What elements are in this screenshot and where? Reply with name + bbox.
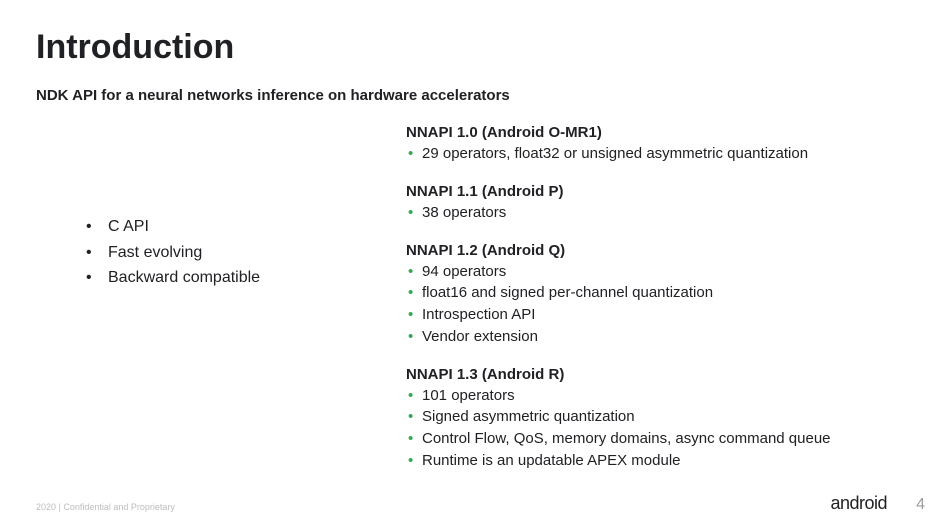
version-heading: NNAPI 1.1 (Android P) <box>406 183 911 200</box>
footer-confidential: 2020 | Confidential and Proprietary <box>36 502 175 512</box>
list-item: 101 operators <box>406 385 911 407</box>
feature-list: 38 operators <box>406 202 911 224</box>
list-item: 38 operators <box>406 202 911 224</box>
version-block: NNAPI 1.3 (Android R) 101 operators Sign… <box>406 366 911 472</box>
version-heading: NNAPI 1.2 (Android Q) <box>406 242 911 259</box>
list-item: 29 operators, float32 or unsigned asymme… <box>406 143 911 165</box>
version-heading: NNAPI 1.3 (Android R) <box>406 366 911 383</box>
list-item: Backward compatible <box>86 265 406 291</box>
feature-list: 101 operators Signed asymmetric quantiza… <box>406 385 911 472</box>
slide-title: Introduction <box>36 28 911 67</box>
list-item: float16 and signed per-channel quantizat… <box>406 282 911 304</box>
version-heading: NNAPI 1.0 (Android O-MR1) <box>406 124 911 141</box>
list-item: 94 operators <box>406 261 911 283</box>
version-block: NNAPI 1.2 (Android Q) 94 operators float… <box>406 242 911 348</box>
feature-list: 94 operators float16 and signed per-chan… <box>406 261 911 348</box>
right-column: NNAPI 1.0 (Android O-MR1) 29 operators, … <box>406 124 911 490</box>
list-item: Fast evolving <box>86 240 406 266</box>
page-number: 4 <box>916 496 925 514</box>
feature-list: 29 operators, float32 or unsigned asymme… <box>406 143 911 165</box>
list-item: Vendor extension <box>406 326 911 348</box>
list-item: Control Flow, QoS, memory domains, async… <box>406 428 911 450</box>
list-item: Introspection API <box>406 304 911 326</box>
slide-subtitle: NDK API for a neural networks inference … <box>36 87 911 104</box>
list-item: C API <box>86 214 406 240</box>
content-columns: C API Fast evolving Backward compatible … <box>36 124 911 490</box>
list-item: Signed asymmetric quantization <box>406 406 911 428</box>
slide: Introduction NDK API for a neural networ… <box>0 0 947 526</box>
version-block: NNAPI 1.1 (Android P) 38 operators <box>406 183 911 224</box>
left-bullet-list: C API Fast evolving Backward compatible <box>86 214 406 291</box>
footer-brand-logo: android <box>830 493 887 514</box>
list-item: Runtime is an updatable APEX module <box>406 450 911 472</box>
left-column: C API Fast evolving Backward compatible <box>36 124 406 490</box>
version-block: NNAPI 1.0 (Android O-MR1) 29 operators, … <box>406 124 911 165</box>
